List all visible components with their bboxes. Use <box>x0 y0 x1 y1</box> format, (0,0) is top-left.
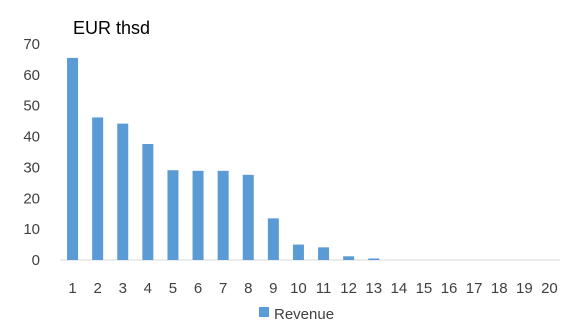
y-tick-label: 70 <box>23 36 40 53</box>
x-tick-label: 7 <box>219 280 227 297</box>
y-tick-label: 50 <box>23 98 40 115</box>
y-tick-label: 30 <box>23 159 40 176</box>
y-tick-label: 60 <box>23 67 40 84</box>
x-tick-label: 2 <box>93 280 101 297</box>
x-tick-label: 6 <box>194 280 202 297</box>
x-tick-label: 17 <box>466 280 483 297</box>
bar-3 <box>117 123 129 260</box>
bar-2 <box>92 117 104 260</box>
y-tick-label: 20 <box>23 190 40 207</box>
x-axis-ticks: 1 2 3 4 5 6 7 8 9 10 11 12 13 14 15 16 17 18 19 20 <box>68 280 557 297</box>
bar-4 <box>142 143 154 260</box>
x-tick-label: 10 <box>290 280 307 297</box>
x-tick-label: 18 <box>491 280 508 297</box>
legend-swatch <box>259 307 269 317</box>
y-tick-label: 40 <box>23 129 40 146</box>
x-tick-label: 15 <box>416 280 433 297</box>
bar-10 <box>292 244 304 260</box>
x-tick-label: 1 <box>68 280 76 297</box>
bar-7 <box>217 170 229 260</box>
y-axis-ticks: 0 10 20 30 40 50 60 70 <box>23 36 40 269</box>
x-tick-label: 11 <box>316 280 332 297</box>
x-tick-label: 19 <box>516 280 533 297</box>
bar-12 <box>343 256 355 260</box>
x-tick-label: 8 <box>244 280 252 297</box>
x-tick-label: 12 <box>340 280 357 297</box>
y-unit-label: EUR thsd <box>73 18 150 38</box>
x-tick-label: 13 <box>365 280 382 297</box>
legend: Revenue <box>259 306 334 322</box>
x-tick-label: 9 <box>269 280 277 297</box>
bar-series <box>67 57 380 260</box>
bar-8 <box>242 174 254 260</box>
legend-label: Revenue <box>274 306 334 322</box>
bar-9 <box>267 218 279 260</box>
x-tick-label: 5 <box>169 280 177 297</box>
y-tick-label: 10 <box>23 221 40 238</box>
x-tick-label: 16 <box>441 280 458 297</box>
y-tick-label: 0 <box>32 252 40 269</box>
x-tick-label: 14 <box>391 280 408 297</box>
x-tick-label: 20 <box>541 280 558 297</box>
bar-5 <box>167 170 179 260</box>
x-tick-label: 4 <box>144 280 152 297</box>
bar-6 <box>192 170 204 260</box>
bar-1 <box>67 57 79 260</box>
bar-13 <box>368 258 380 260</box>
bar-11 <box>318 247 330 260</box>
x-tick-label: 3 <box>119 280 127 297</box>
